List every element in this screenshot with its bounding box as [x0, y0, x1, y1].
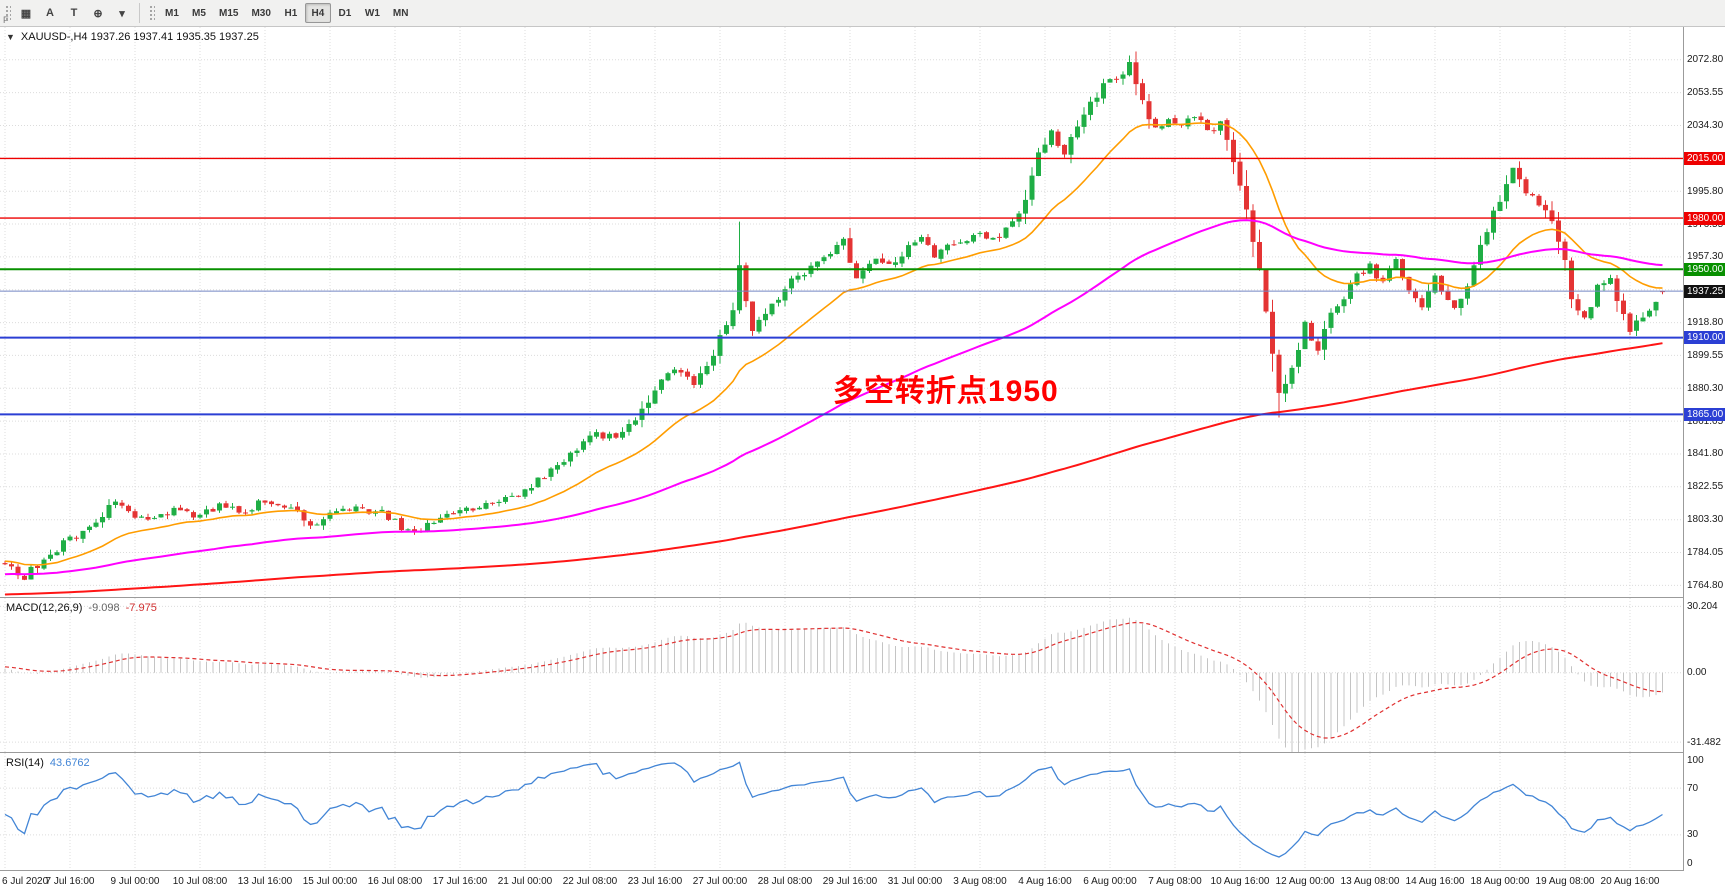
time-axis-label: 22 Jul 08:00 [562, 876, 618, 887]
macd-signal-value: -7.975 [125, 602, 157, 614]
time-axis-label: 13 Jul 16:00 [237, 876, 293, 887]
price-tick-label: 2053.55 [1687, 87, 1724, 99]
rsi-label: RSI(14) 43.6762 [6, 757, 90, 769]
time-axis-label: 15 Jul 00:00 [302, 876, 358, 887]
time-axis-label: 3 Aug 08:00 [953, 876, 1007, 887]
timeframe-button-w1[interactable]: W1 [359, 3, 386, 23]
price-tick-label: 1784.05 [1687, 547, 1724, 559]
time-axis-label: 18 Aug 00:00 [1470, 876, 1530, 887]
rsi-scale-label: 100 [1687, 754, 1704, 766]
price-tick-label: 1957.30 [1687, 251, 1724, 263]
time-axis-label: 28 Jul 08:00 [757, 876, 813, 887]
price-tick-label: 1764.80 [1687, 579, 1724, 591]
time-axis-label: 29 Jul 16:00 [822, 876, 878, 887]
level-price-label: 1980.00 [1684, 211, 1725, 225]
symbol-ohlc-text: XAUUSD-,H4 1937.26 1937.41 1935.35 1937.… [20, 31, 259, 43]
time-axis-label: 14 Aug 16:00 [1405, 876, 1465, 887]
timeframe-button-mn[interactable]: MN [387, 3, 415, 23]
rsi-title: RSI(14) [6, 757, 44, 769]
time-axis-label: 23 Jul 16:00 [627, 876, 683, 887]
timeframe-toolbar-drag-handle[interactable] [148, 4, 155, 22]
ohlc-collapse-icon[interactable]: ▼ [6, 32, 15, 42]
timeframe-button-h4[interactable]: H4 [304, 3, 331, 23]
timeframe-button-m15[interactable]: M15 [213, 3, 244, 23]
price-tick-label: 1861.05 [1687, 415, 1724, 427]
price-tick-label: 1995.80 [1687, 185, 1724, 197]
rsi-value: 43.6762 [49, 757, 90, 769]
level-price-label: 1910.00 [1684, 331, 1725, 345]
drawing-tools-group: ▦ A T ⊕ ▾ [15, 3, 133, 23]
chart-grid-icon[interactable]: ▦ [15, 3, 37, 23]
rsi-scale-label: 30 [1687, 829, 1699, 841]
timeframe-button-h1[interactable]: H1 [278, 3, 304, 23]
rsi-scale-label: 70 [1687, 782, 1699, 794]
price-tick-label: 1899.55 [1687, 349, 1724, 361]
crosshair-icon[interactable]: ⊕ [87, 3, 109, 23]
timeframe-button-m30[interactable]: M30 [245, 3, 276, 23]
time-axis-label: 12 Aug 00:00 [1275, 876, 1335, 887]
cursor-a-button[interactable]: A [39, 3, 61, 23]
toolbar-separator [139, 3, 140, 23]
time-axis-label: 21 Jul 00:00 [497, 876, 553, 887]
time-axis-label: 13 Aug 08:00 [1340, 876, 1400, 887]
time-axis-label: 6 Aug 00:00 [1083, 876, 1137, 887]
timeframe-button-m1[interactable]: M1 [159, 3, 185, 23]
time-axis-label: 31 Jul 00:00 [887, 876, 943, 887]
price-tick-label: 2072.80 [1687, 54, 1724, 66]
toolbar-drag-handle[interactable] [4, 4, 11, 22]
time-axis-label: 16 Jul 08:00 [367, 876, 423, 887]
level-price-label: 1950.00 [1684, 262, 1725, 276]
level-price-label: 1865.00 [1684, 407, 1725, 421]
main-toolbar: F ▦ A T ⊕ ▾ M1 M5 M15 M30 H1 H4 D1 W1 MN [0, 0, 1725, 27]
macd-value: -9.098 [88, 602, 120, 614]
price-scale[interactable]: 2072.802053.552034.302015.051995.801976.… [1683, 27, 1725, 871]
price-tick-label: 1880.30 [1687, 382, 1724, 394]
macd-scale-label: -31.482 [1687, 736, 1721, 748]
price-tick-label: 1841.80 [1687, 448, 1724, 460]
toolbar-f-label: F [3, 15, 9, 25]
time-axis-label: 20 Aug 16:00 [1600, 876, 1660, 887]
macd-title: MACD(12,26,9) [6, 602, 83, 614]
time-axis-label: 4 Aug 16:00 [1018, 876, 1072, 887]
panel-separator[interactable] [0, 597, 1725, 598]
main-price-chart[interactable] [0, 27, 1683, 597]
panel-separator[interactable] [0, 752, 1725, 753]
timeframe-button-group: M1 M5 M15 M30 H1 H4 D1 W1 MN [159, 3, 414, 23]
objects-dropdown-icon[interactable]: ▾ [111, 3, 133, 23]
chart-annotation-text[interactable]: 多空转折点1950 [833, 375, 1059, 408]
macd-scale-label: 0.00 [1687, 667, 1707, 679]
timeframe-button-m5[interactable]: M5 [186, 3, 212, 23]
macd-indicator-panel[interactable] [0, 598, 1683, 752]
level-price-label: 2015.00 [1684, 151, 1725, 165]
timeframe-button-d1[interactable]: D1 [332, 3, 358, 23]
time-axis-label: 9 Jul 00:00 [110, 876, 160, 887]
text-tool-button[interactable]: T [63, 3, 85, 23]
time-axis-label: 10 Aug 16:00 [1210, 876, 1270, 887]
panel-separator[interactable] [0, 870, 1725, 871]
symbol-ohlc-readout: ▼ XAUUSD-,H4 1937.26 1937.41 1935.35 193… [6, 31, 259, 43]
time-axis-label: 19 Aug 08:00 [1535, 876, 1595, 887]
time-axis-label: 17 Jul 16:00 [432, 876, 488, 887]
time-scale[interactable]: 6 Jul 2020 7 Jul 16:00 9 Jul 00:00 10 Jul 0… [0, 871, 1725, 896]
rsi-indicator-panel[interactable] [0, 753, 1683, 870]
macd-scale-label: 30.204 [1687, 600, 1718, 612]
macd-label: MACD(12,26,9) -9.098 -7.975 [6, 602, 157, 614]
price-tick-label: 1918.80 [1687, 317, 1724, 329]
time-axis-label: 6 Jul 2020 [2, 876, 49, 887]
time-axis-label: 27 Jul 00:00 [692, 876, 748, 887]
time-axis-label: 7 Jul 16:00 [45, 876, 95, 887]
price-tick-label: 2034.30 [1687, 119, 1724, 131]
price-tick-label: 1803.30 [1687, 514, 1724, 526]
rsi-scale-label: 0 [1687, 857, 1693, 869]
time-axis-label: 10 Jul 08:00 [172, 876, 228, 887]
current-price-label: 1937.25 [1684, 284, 1725, 298]
price-tick-label: 1822.55 [1687, 481, 1724, 493]
time-axis-label: 7 Aug 08:00 [1148, 876, 1202, 887]
